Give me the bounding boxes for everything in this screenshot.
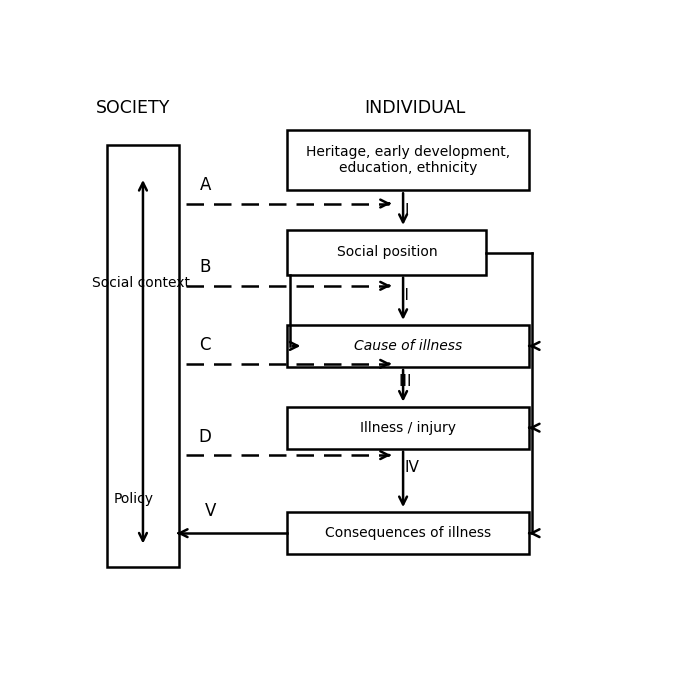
Text: V: V <box>205 502 216 520</box>
Bar <box>288 230 486 275</box>
Bar <box>288 325 529 367</box>
Bar <box>107 145 179 567</box>
Text: Social position: Social position <box>336 245 437 260</box>
Text: Cause of illness: Cause of illness <box>354 339 462 353</box>
Text: INDIVIDUAL: INDIVIDUAL <box>364 99 465 117</box>
Text: I: I <box>404 203 409 219</box>
Bar <box>288 129 529 190</box>
Text: Social context: Social context <box>92 275 190 290</box>
Text: A: A <box>199 176 211 194</box>
Text: II: II <box>401 288 410 303</box>
Text: Policy: Policy <box>114 492 153 506</box>
Text: B: B <box>199 258 211 276</box>
Text: IV: IV <box>404 460 419 475</box>
Text: D: D <box>199 427 212 446</box>
Text: Illness / injury: Illness / injury <box>360 421 456 435</box>
Bar <box>288 512 529 554</box>
Bar <box>288 407 529 449</box>
Text: III: III <box>399 374 412 389</box>
Text: Heritage, early development,
education, ethnicity: Heritage, early development, education, … <box>306 145 510 175</box>
Text: C: C <box>199 336 211 354</box>
Text: Consequences of illness: Consequences of illness <box>325 526 491 540</box>
Text: SOCIETY: SOCIETY <box>96 99 171 117</box>
